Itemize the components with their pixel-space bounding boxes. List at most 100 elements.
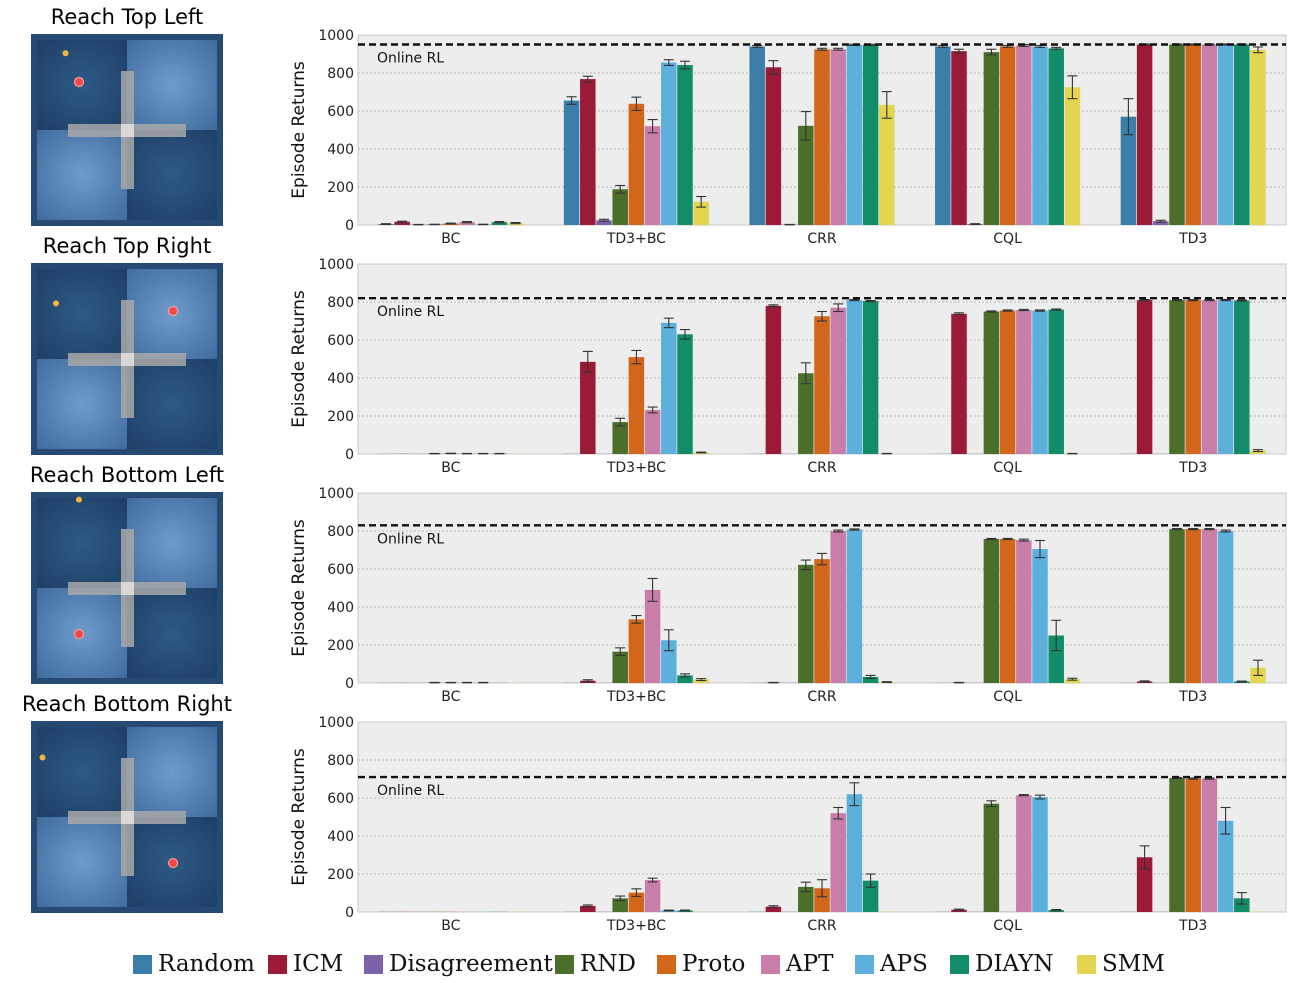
y-tick-label: 200 [327,867,354,883]
bar-apt-bc [459,222,475,225]
bar-aps-td3+bc [661,62,677,225]
bar-aps-cql [1032,310,1048,454]
bar-proto-crr [814,49,830,225]
legend-item-random: Random [133,951,255,977]
bar-diayn-td3 [1234,898,1250,912]
y-tick-label: 0 [345,676,354,692]
bar-rnd-td3+bc [612,651,628,683]
y-tick-label: 200 [327,638,354,654]
bar-aps-cql [1032,797,1048,912]
y-tick-label: 800 [327,66,354,82]
bar-smm-td3+bc [693,679,709,683]
bar-aps-crr [846,300,863,454]
bar-icm-td3 [1136,44,1153,225]
x-tick-label: CQL [993,689,1022,705]
panel-title-bottom-right: Reach Bottom Right [22,692,232,716]
bar-apt-cql [1016,795,1032,912]
legend-swatch [133,954,152,974]
y-tick-label: 1000 [318,28,354,44]
chart-4: 0 200 400 600 800 1000 Episode Returns BC TD3+BC… [289,715,1287,934]
bar-rnd-crr [798,886,814,912]
bar-rnd-td3 [1169,529,1185,683]
chart-3: 0 200 400 600 800 1000 Episode Returns BC TD3+BC… [289,486,1287,705]
y-tick-label: 1000 [318,715,354,731]
bar-apt-cql [1016,540,1032,683]
x-tick-label: TD3 [1178,231,1207,247]
bar-proto-td3+bc [628,357,645,454]
legend-label: APT [786,951,834,977]
panel-title-top-left: Reach Top Left [50,5,204,29]
chart-1: 0 200 400 600 800 1000 Episode Returns BC TD3+BC… [289,28,1287,247]
bar-apt-crr [830,307,846,454]
legend-item-disagreement: Disagreement [364,951,553,977]
bar-diayn-cql [1048,48,1064,225]
chart-2: 0 200 400 600 800 1000 Episode Returns BC TD3+BC… [289,257,1287,476]
bar-icm-bc [394,221,410,225]
x-tick-label: TD3 [1178,689,1207,705]
legend-label: Proto [682,951,746,977]
bar-disagreement-td3 [1153,221,1169,225]
x-tick-label: CRR [807,460,837,476]
legend-item-rnd: RND [555,951,636,977]
bar-proto-td3 [1185,44,1201,225]
legend-swatch [268,954,287,974]
bar-apt-cql [1016,45,1032,226]
bar-random-td3+bc [563,100,580,225]
panel-title-top-right: Reach Top Right [42,234,212,258]
x-tick-label: TD3 [1178,918,1207,934]
bar-smm-td3 [1250,450,1266,454]
bar-smm-td3 [1250,49,1266,225]
bar-proto-td3 [1185,778,1201,912]
bar-rnd-cql [983,52,1000,225]
legend-item-smm: SMM [1077,951,1165,977]
bar-rnd-cql [983,311,1000,454]
bar-aps-cql [1032,549,1048,683]
x-tick-label: TD3+BC [606,460,666,476]
x-tick-label: BC [441,231,460,247]
y-tick-label: 600 [327,333,354,349]
bar-smm-cql [1064,679,1081,683]
bar-rnd-td3 [1169,44,1185,225]
y-tick-label: 0 [345,905,354,921]
bar-apt-td3 [1201,300,1218,454]
x-tick-label: TD3+BC [606,689,666,705]
bar-proto-td3+bc [628,103,645,225]
x-tick-label: CQL [993,918,1022,934]
bar-rnd-td3+bc [612,422,628,454]
bar-icm-td3+bc [580,79,596,225]
bar-rnd-td3 [1169,300,1185,454]
y-tick-label: 200 [327,180,354,196]
legend-label: Disagreement [389,951,553,977]
legend-swatch [1077,954,1096,974]
bar-proto-td3 [1185,529,1201,683]
x-tick-label: TD3+BC [606,918,666,934]
bar-rnd-cql [983,538,1000,683]
bar-diayn-td3+bc [677,65,693,226]
x-tick-label: CRR [807,918,837,934]
online-rl-label: Online RL [377,783,444,799]
bar-random-td3 [1120,116,1137,225]
legend-item-apt: APT [761,951,833,977]
legend-swatch [950,954,969,974]
bar-icm-td3 [1136,857,1153,912]
bar-apt-td3+bc [644,409,661,454]
legend-label: DIAYN [975,951,1054,977]
y-axis-label: Episode Returns [289,519,309,657]
y-tick-label: 400 [327,142,354,158]
bar-proto-cql [999,310,1016,454]
bar-disagreement-td3+bc [596,220,612,225]
x-tick-label: BC [441,460,460,476]
bar-diayn-td3+bc [677,334,693,454]
bar-apt-td3+bc [644,589,661,683]
y-tick-label: 800 [327,295,354,311]
bar-proto-crr [814,559,830,683]
legend-label: APS [880,951,928,977]
y-tick-label: 400 [327,371,354,387]
bar-icm-cql [951,51,967,226]
x-tick-label: CQL [993,460,1022,476]
bar-proto-cql [999,538,1016,683]
bar-icm-crr [765,67,782,225]
bar-aps-cql [1032,46,1048,226]
legend-swatch [761,954,780,974]
bar-aps-crr [846,44,863,225]
